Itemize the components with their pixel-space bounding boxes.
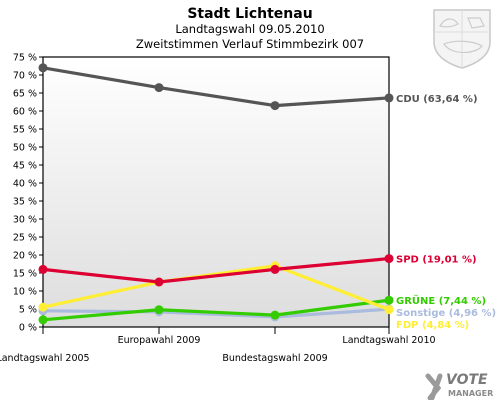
series-label-fdp: FDP (4,84 %)	[396, 320, 469, 331]
y-tick-label: 30 %	[13, 215, 37, 226]
y-axis: 0 % 5 % 10 % 15 % 20 % 25 % 30 % 35 % 40 % 45 % 50…	[13, 53, 43, 334]
data-point	[38, 302, 48, 312]
chart-subtitle: Landtagswahl 09.05.2010	[175, 22, 324, 36]
data-point	[154, 305, 164, 315]
data-point	[38, 264, 48, 274]
series-line	[42, 66, 390, 108]
vote-manager-logo: VOTE MANAGER	[425, 372, 493, 400]
series-label-sonstige: Sonstige (4,96 %)	[396, 308, 496, 319]
y-tick-label: 75 %	[13, 53, 37, 64]
series-line	[42, 298, 390, 322]
data-point	[270, 101, 280, 111]
x-tick-label: Bundestagswahl 2009	[222, 353, 327, 364]
series-layer	[38, 63, 394, 325]
x-axis: Landtagswahl 2005 Europawahl 2009 Bundesta…	[0, 327, 436, 364]
data-point	[154, 277, 164, 287]
y-tick-label: 20 %	[13, 251, 37, 262]
data-point	[270, 310, 280, 320]
y-tick-label: 60 %	[13, 107, 37, 118]
chart-title: Stadt Lichtenau	[187, 6, 312, 22]
check-icon	[425, 373, 443, 400]
y-tick-label: 40 %	[13, 179, 37, 190]
series-cdu	[38, 63, 394, 111]
y-tick-label: 35 %	[13, 197, 37, 208]
y-tick-label: 10 %	[13, 287, 37, 298]
data-point	[38, 315, 48, 325]
series-spd	[38, 254, 394, 287]
data-point	[384, 305, 394, 315]
y-tick-label: 5 %	[19, 305, 37, 316]
y-tick-label: 55 %	[13, 125, 37, 136]
series-label-cdu: CDU (63,64 %)	[396, 94, 478, 105]
y-tick-label: 15 %	[13, 269, 37, 280]
logo-text: VOTE	[446, 372, 488, 388]
data-point	[270, 264, 280, 274]
x-tick-label: Landtagswahl 2010	[342, 335, 435, 346]
data-point	[384, 254, 394, 264]
logo-subtext: MANAGER	[448, 389, 493, 398]
data-point	[154, 83, 164, 93]
y-tick-label: 50 %	[13, 143, 37, 154]
x-tick-label: Landtagswahl 2005	[0, 353, 90, 364]
data-point	[384, 295, 394, 305]
coat-of-arms-icon	[433, 9, 491, 69]
y-tick-label: 25 %	[13, 233, 37, 244]
chart-subtitle-2: Zweitstimmen Verlauf Stimmbezirk 007	[136, 37, 364, 51]
series-label-grüne: GRÜNE (7,44 %)	[396, 293, 486, 307]
series-label-spd: SPD (19,01 %)	[396, 255, 477, 266]
series-grüne	[38, 295, 394, 325]
x-tick-label: Europawahl 2009	[118, 335, 201, 346]
data-point	[38, 63, 48, 73]
y-tick-label: 0 %	[19, 323, 37, 334]
y-tick-label: 45 %	[13, 161, 37, 172]
series-line	[42, 256, 390, 284]
y-tick-label: 65 %	[13, 89, 37, 100]
series-line	[42, 264, 390, 312]
y-tick-label: 70 %	[13, 71, 37, 82]
series-line	[42, 307, 390, 319]
series-labels: CDU (63,64 %) SPD (19,01 %) GRÜNE (7,44 %)…	[396, 94, 496, 331]
data-point	[384, 93, 394, 103]
